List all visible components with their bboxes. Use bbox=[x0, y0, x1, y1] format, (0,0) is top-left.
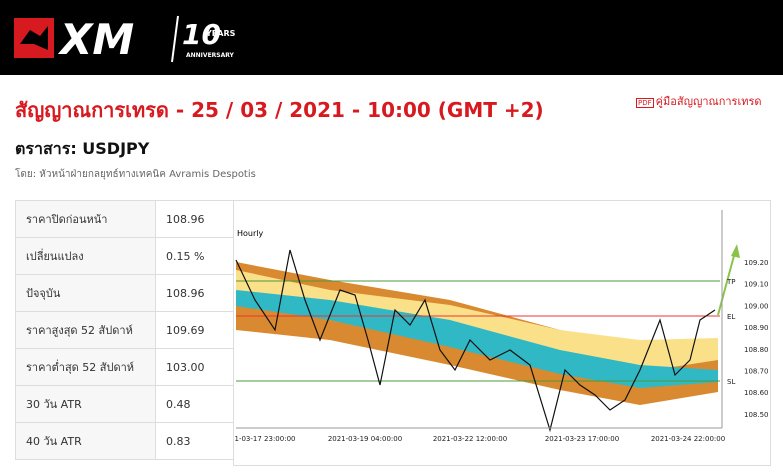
y-label: 109.10 bbox=[744, 281, 769, 289]
label-cell: ราคาสูงสุด 52 สัปดาห์ bbox=[15, 311, 156, 349]
arrow-head bbox=[731, 244, 740, 258]
table-row: ปัจจุบัน 108.96 bbox=[15, 274, 234, 312]
anniversary-years: YEARS bbox=[205, 29, 236, 38]
y-label: 109.20 bbox=[744, 259, 769, 267]
logo-text: XM bbox=[57, 15, 134, 64]
guide-link[interactable]: PDF คู่มือสัญญาณการเทรด bbox=[636, 92, 762, 110]
value-cell: 109.69 bbox=[155, 311, 234, 349]
chart-image: Hourly 109.20 109.10 109.00 108.90 108.80 108.… bbox=[233, 200, 771, 466]
logo[interactable]: XM 10 YEARS ANNIVERSARY bbox=[0, 0, 260, 75]
timeframe: Hourly bbox=[237, 229, 263, 238]
header: XM 10 YEARS ANNIVERSARY bbox=[0, 0, 783, 75]
y-label: 108.80 bbox=[744, 346, 769, 354]
pdf-icon: PDF bbox=[636, 98, 654, 108]
value-cell: 108.96 bbox=[155, 200, 234, 238]
price-line bbox=[235, 249, 716, 433]
y-label: 108.50 bbox=[744, 411, 769, 419]
label-cell: เปลี่ยนแปลง bbox=[15, 237, 156, 275]
anniversary-number: 10 bbox=[182, 18, 221, 51]
y-label: 108.70 bbox=[744, 368, 769, 376]
value-cell: 0.83 bbox=[155, 422, 234, 460]
label-cell: ราคาต่ำสุด 52 สัปดาห์ bbox=[15, 348, 156, 386]
x-label: 2021-03-22 12:00:00 bbox=[433, 435, 507, 443]
anniversary-text: ANNIVERSARY bbox=[186, 52, 235, 59]
table-row: 30 วัน ATR 0.48 bbox=[15, 385, 234, 423]
label-cell: ปัจจุบัน bbox=[15, 274, 156, 312]
forecast-arrow bbox=[717, 251, 736, 316]
y-label: 109.00 bbox=[744, 302, 769, 310]
label-cell: 40 วัน ATR bbox=[15, 422, 156, 460]
guide-link-text[interactable]: คู่มือสัญญาณการเทรด bbox=[655, 95, 762, 108]
marker: TP bbox=[726, 278, 736, 286]
table-row: 40 วัน ATR 0.83 bbox=[15, 422, 234, 460]
instrument: ตราสาร: USDJPY bbox=[15, 139, 150, 158]
y-label: 108.60 bbox=[744, 389, 769, 397]
table-row: ราคาสูงสุด 52 สัปดาห์ 109.69 bbox=[15, 311, 234, 349]
y-label: 108.90 bbox=[744, 324, 769, 332]
label-cell: 30 วัน ATR bbox=[15, 385, 156, 423]
divider bbox=[171, 15, 179, 63]
band-inner bbox=[236, 270, 718, 372]
marker: SL bbox=[727, 378, 735, 386]
value-cell: 108.96 bbox=[155, 274, 234, 312]
x-label: 2021-03-19 04:00:00 bbox=[328, 435, 402, 443]
value-cell: 0.15 % bbox=[155, 237, 234, 275]
value-cell: 103.00 bbox=[155, 348, 234, 386]
x-label: 2021-03-24 22:00:00 bbox=[651, 435, 725, 443]
author: โดย: หัวหน้าฝ่ายกลยุทธ์ทางเทคนิค Avramis… bbox=[15, 169, 256, 180]
x-label: 1-03-17 23:00:00 bbox=[235, 435, 296, 443]
x-label: 2021-03-23 17:00:00 bbox=[545, 435, 619, 443]
value-cell: 0.48 bbox=[155, 385, 234, 423]
page-title: สัญญาณการเทรด - 25 / 03 / 2021 - 10:00 (… bbox=[15, 98, 544, 122]
marker: EL bbox=[727, 313, 735, 321]
table-row: เปลี่ยนแปลง 0.15 % bbox=[15, 237, 234, 275]
table-row: ราคาปิดก่อนหน้า 108.96 bbox=[15, 200, 234, 238]
band-core bbox=[236, 290, 718, 388]
table-row: ราคาต่ำสุด 52 สัปดาห์ 103.00 bbox=[15, 348, 234, 386]
info-table: ราคาปิดก่อนหน้า 108.96 เปลี่ยนแปลง 0.15 % ปั… bbox=[15, 200, 234, 460]
label-cell: ราคาปิดก่อนหน้า bbox=[15, 200, 156, 238]
logo-bull bbox=[20, 26, 48, 50]
